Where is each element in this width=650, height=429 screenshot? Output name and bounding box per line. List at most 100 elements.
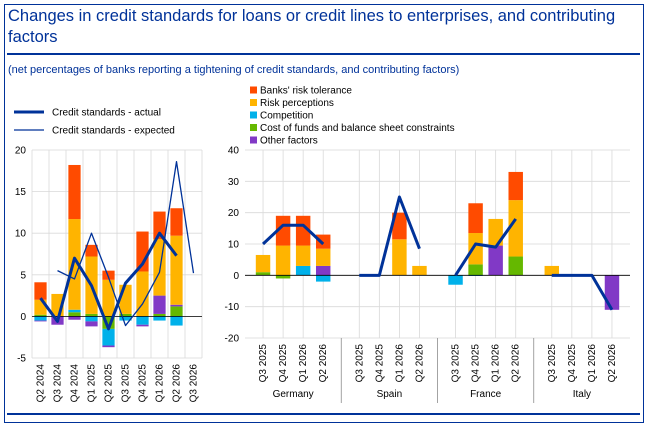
bar-q2-2025-risk-perceptions xyxy=(102,279,115,317)
bar-q1-2026-other xyxy=(153,295,166,314)
x-tick-label: Q2 2026 xyxy=(511,344,522,383)
y-tick-label: 40 xyxy=(228,146,240,157)
bar-q2-2026-competition xyxy=(170,316,183,326)
bar-q4-2024-risk-tolerance xyxy=(68,164,81,220)
bar-q2-2025-competition xyxy=(102,328,115,346)
bar-q4-2025-risk-perceptions xyxy=(136,271,149,317)
x-tick-label: Q3 2025 xyxy=(547,344,558,383)
x-tick-label: Q1 2026 xyxy=(298,344,309,383)
bar-italy-q3-2025-risk-perceptions xyxy=(544,265,560,276)
bar-spain-q1-2026-risk-perceptions xyxy=(392,239,407,276)
x-tick-label: Q2 2024 xyxy=(36,364,47,403)
legend-label-risk_perceptions: Risk perceptions xyxy=(260,98,334,109)
bar-q2-2026-cost-of-funds xyxy=(170,306,183,317)
line-actual-italy xyxy=(551,273,614,311)
bar-germany-q2-2026-risk-tolerance xyxy=(315,234,331,249)
line-actual-france xyxy=(454,218,517,277)
bar-q1-2025-competition xyxy=(85,316,98,322)
chart-subtitle: (net percentages of banks reporting a ti… xyxy=(8,64,460,76)
group-label-italy: Italy xyxy=(573,389,591,400)
bar-spain-q2-2026-risk-perceptions xyxy=(412,265,427,276)
legend-swatch-risk_perceptions xyxy=(250,99,257,106)
bar-germany-q4-2025-risk-perceptions xyxy=(275,245,291,276)
bar-spain-q1-2026-risk-tolerance xyxy=(392,212,407,240)
bar-q3-2025-competition xyxy=(119,316,132,321)
x-tick-label: Q4 2025 xyxy=(278,344,289,383)
bar-q2-2025-other xyxy=(102,345,115,348)
bar-france-q3-2025-competition xyxy=(448,275,463,285)
bar-q3-2025-risk-perceptions xyxy=(119,284,132,314)
legend-label-other: Other factors xyxy=(260,136,318,147)
x-tick-label: Q2 2026 xyxy=(607,344,618,383)
y-tick-label: 0 xyxy=(233,271,239,282)
bottom-rule xyxy=(7,413,640,415)
legend-lines: Credit standards - actual Credit standard… xyxy=(14,108,175,137)
bar-france-q4-2025-risk-perceptions xyxy=(468,233,483,265)
bar-germany-q4-2025-cost-of-funds xyxy=(275,275,291,279)
bar-q4-2024-risk-perceptions xyxy=(68,219,81,310)
y-tick-label: -20 xyxy=(225,334,240,345)
bar-q2-2024-competition xyxy=(34,316,47,321)
bar-q2-2026-risk-perceptions xyxy=(170,235,183,305)
bar-q1-2026-risk-tolerance xyxy=(153,211,166,240)
legend-swatch-competition xyxy=(250,111,257,119)
bar-q2-2024-other xyxy=(34,320,47,322)
x-tick-label: Q3 2026 xyxy=(189,364,200,403)
bar-germany-q3-2025-cost-of-funds xyxy=(255,272,271,276)
line-actual xyxy=(39,231,178,331)
bar-germany-q2-2026-other xyxy=(315,265,331,276)
bar-q2-2026-risk-tolerance xyxy=(170,208,183,236)
y-tick-label: 20 xyxy=(15,146,27,157)
x-tick-label: Q1 2026 xyxy=(394,344,405,383)
bar-france-q2-2026-cost-of-funds xyxy=(508,256,523,276)
legend-label-competition: Competition xyxy=(260,111,313,122)
x-tick-label: Q3 2024 xyxy=(53,364,64,403)
bar-q2-2025-risk-tolerance xyxy=(102,270,115,280)
x-tick-label: Q2 2025 xyxy=(104,364,115,403)
bar-q1-2025-risk-tolerance xyxy=(85,244,98,257)
bar-germany-q1-2026-competition xyxy=(295,265,311,276)
x-tick-label: Q1 2026 xyxy=(491,344,502,383)
x-tick-label: Q3 2025 xyxy=(258,344,269,383)
y-tick-label: 20 xyxy=(228,208,240,219)
bar-germany-q4-2025-risk-tolerance xyxy=(275,215,291,246)
legend-swatch-other xyxy=(250,136,257,144)
legend-swatch-cost_of_funds xyxy=(250,124,257,131)
bar-france-q4-2025-cost-of-funds xyxy=(468,264,483,276)
bar-q3-2025-cost-of-funds xyxy=(119,313,132,317)
bar-france-q1-2026-risk-perceptions xyxy=(488,218,503,246)
bar-q2-2024-risk-tolerance xyxy=(34,282,47,300)
x-tick-label: Q4 2025 xyxy=(374,344,385,383)
figure-frame xyxy=(4,4,644,423)
y-tick-label: -5 xyxy=(17,354,26,365)
bar-q4-2024-cost-of-funds xyxy=(68,312,81,317)
x-tick-label: Q3 2025 xyxy=(451,344,462,383)
left-chart: -5 0 5 10 15 20 Q2 2024 Q3 2024 Q4 2024 Q1 2025 Q2… xyxy=(15,146,203,403)
x-tick-label: Q2 2026 xyxy=(318,344,329,383)
x-tick-label: Q4 2025 xyxy=(567,344,578,383)
bar-q1-2025-other xyxy=(85,321,98,327)
legend-label-cost_of_funds: Cost of funds and balance sheet constrai… xyxy=(260,123,455,134)
title-rule xyxy=(7,53,640,55)
x-tick-label: Q3 2025 xyxy=(121,364,132,403)
bar-germany-q3-2025-risk-perceptions xyxy=(255,254,271,273)
bar-q4-2024-other xyxy=(68,316,81,320)
group-label-spain: Spain xyxy=(377,389,403,400)
y-tick-label: 0 xyxy=(20,312,26,323)
bar-q4-2024-competition xyxy=(68,309,81,313)
y-tick-label: 15 xyxy=(15,187,27,198)
legend-swatch-risk_tolerance xyxy=(250,86,257,94)
y-tick-label: 30 xyxy=(228,177,240,188)
y-tick-label: 10 xyxy=(15,229,27,240)
x-tick-label: Q2 2026 xyxy=(414,344,425,383)
bar-q4-2025-competition xyxy=(136,316,149,325)
legend-label-expected: Credit standards - expected xyxy=(52,126,175,137)
x-tick-label: Q1 2026 xyxy=(587,344,598,383)
bar-q1-2025-cost-of-funds xyxy=(85,313,98,317)
line-expected xyxy=(57,160,195,327)
group-label-germany: Germany xyxy=(273,389,314,400)
bar-germany-q1-2026-risk-perceptions xyxy=(295,245,311,266)
bar-germany-q1-2026-risk-tolerance xyxy=(295,215,311,246)
